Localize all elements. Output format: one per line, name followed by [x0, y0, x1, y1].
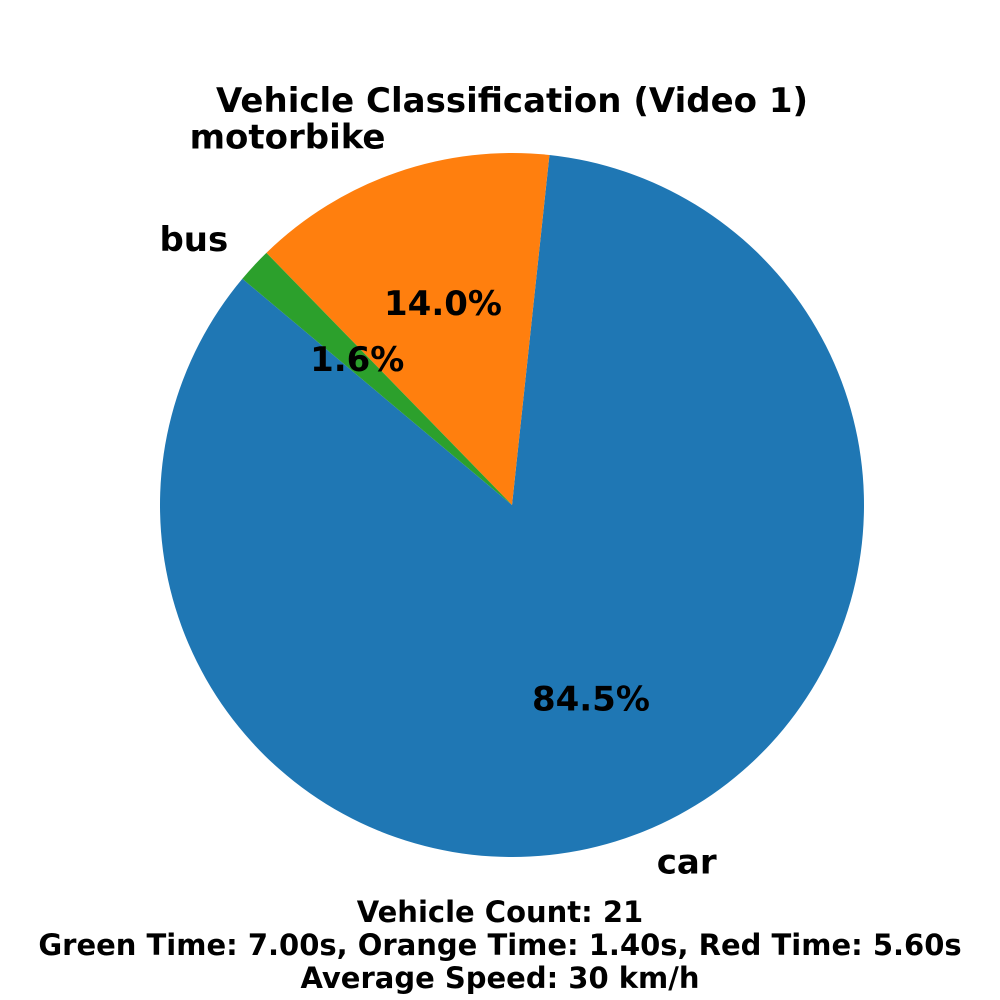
category-label-bus: bus [159, 220, 228, 260]
stats-footer: Vehicle Count: 21 Green Time: 7.00s, Ora… [0, 896, 1000, 995]
average-speed-text: Average Speed: 30 km/h [300, 961, 700, 995]
category-label-motorbike: motorbike [190, 118, 386, 158]
percent-label-car: 84.5% [532, 679, 650, 719]
light-times-text: Green Time: 7.00s, Orange Time: 1.40s, R… [38, 928, 962, 962]
pie-slices [160, 153, 865, 857]
percent-label-motorbike: 14.0% [384, 284, 502, 324]
pie-labels: car 84.5% motorbike 14.0% bus 1.6% [159, 118, 716, 883]
percent-label-bus: 1.6% [310, 340, 404, 380]
category-label-car: car [657, 843, 717, 883]
chart-title: Vehicle Classification (Video 1) [216, 81, 808, 121]
vehicle-count-text: Vehicle Count: 21 [356, 895, 644, 929]
pie-slice-motorbike [266, 153, 550, 505]
pie-slice-bus [242, 252, 512, 505]
pie-slice-car [160, 154, 865, 857]
